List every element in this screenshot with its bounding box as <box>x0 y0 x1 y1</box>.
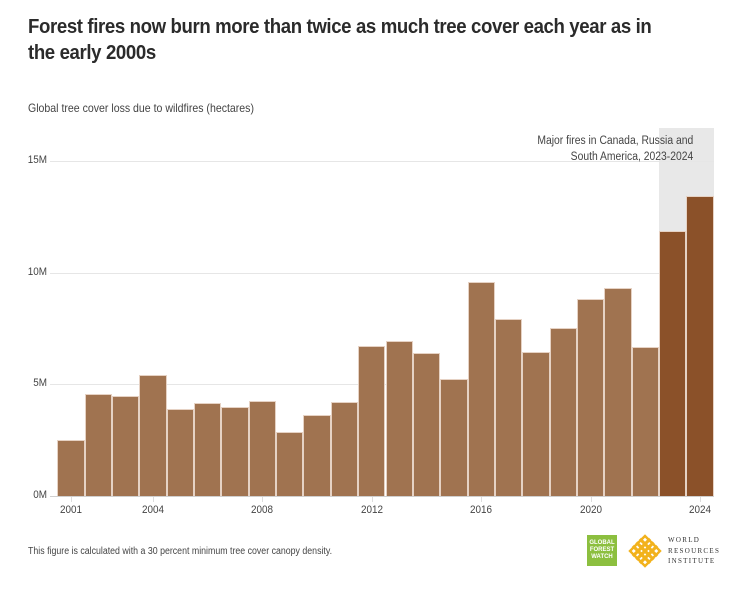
y-axis-label: 0M <box>33 489 47 501</box>
wri-logo-text-2: RESOURCES <box>668 546 721 555</box>
global-forest-watch-logo: GLOBAL FOREST WATCH <box>587 535 617 566</box>
bar-2019 <box>549 327 577 496</box>
gfw-logo-text-1: GLOBAL <box>589 540 615 546</box>
bar-2002 <box>84 393 112 496</box>
gridline <box>50 161 714 162</box>
annotation-line-2: South America, 2023-2024 <box>570 151 693 163</box>
bar-2021 <box>604 288 632 496</box>
gfw-logo-text-3: WATCH <box>591 554 613 560</box>
wri-logo-text-1: WORLD <box>668 536 701 544</box>
x-tick <box>481 497 483 502</box>
bar-2001 <box>57 439 85 496</box>
bar-2010 <box>303 414 331 496</box>
bar-2005 <box>166 408 195 496</box>
chart-subtitle: Global tree cover loss due to wildfires … <box>28 101 254 115</box>
bar-2018 <box>522 352 550 496</box>
x-tick <box>70 497 72 502</box>
bar-2017 <box>494 319 523 496</box>
bar-2020 <box>576 298 605 496</box>
x-tick <box>262 497 264 502</box>
bar-2014 <box>412 353 441 496</box>
x-axis-label: 2004 <box>141 504 165 516</box>
x-axis-label: 2020 <box>579 504 602 516</box>
x-axis-label: 2024 <box>688 504 712 516</box>
bar-2006 <box>194 403 222 496</box>
annotation-line-1: Major fires in Canada, Russia and <box>537 135 693 147</box>
gfw-logo-text-2: FOREST <box>589 547 615 553</box>
bar-2022 <box>631 347 659 496</box>
x-tick <box>153 497 155 502</box>
bar-2008 <box>248 401 277 496</box>
bar-2004 <box>139 374 167 496</box>
wri-logo-text: WORLD RESOURCES INSTITUTE <box>668 535 720 567</box>
x-axis-baseline <box>50 496 714 497</box>
bar-2009 <box>276 431 304 496</box>
x-tick <box>590 497 592 502</box>
x-axis-label: 2012 <box>360 504 383 516</box>
footnote: This figure is calculated with a 30 perc… <box>28 546 333 557</box>
x-tick <box>700 497 702 502</box>
bar-2023 <box>659 230 687 496</box>
bar-2015 <box>440 378 468 496</box>
bar-2007 <box>221 406 249 496</box>
bar-2013 <box>385 340 413 496</box>
y-axis-label: 10M <box>27 265 47 278</box>
bar-2011 <box>330 401 359 496</box>
highlight-annotation: Major fires in Canada, Russia and South … <box>537 133 693 165</box>
wri-logo-text-3: INSTITUTE <box>668 557 716 565</box>
x-tick <box>371 497 373 502</box>
x-axis-label: 2001 <box>59 504 82 516</box>
y-axis-label: 5M <box>33 377 47 390</box>
bar-2012 <box>358 345 386 496</box>
chart-title: Forest fires now burn more than twice as… <box>28 16 652 64</box>
bar-2003 <box>112 395 140 496</box>
x-axis-label: 2016 <box>470 504 493 516</box>
bar-2016 <box>467 282 495 496</box>
gridline <box>50 272 714 274</box>
y-axis-label: 15M <box>27 154 47 166</box>
bar-2024 <box>686 196 714 496</box>
wri-logo-icon <box>628 534 662 568</box>
x-axis-label: 2008 <box>251 504 274 516</box>
